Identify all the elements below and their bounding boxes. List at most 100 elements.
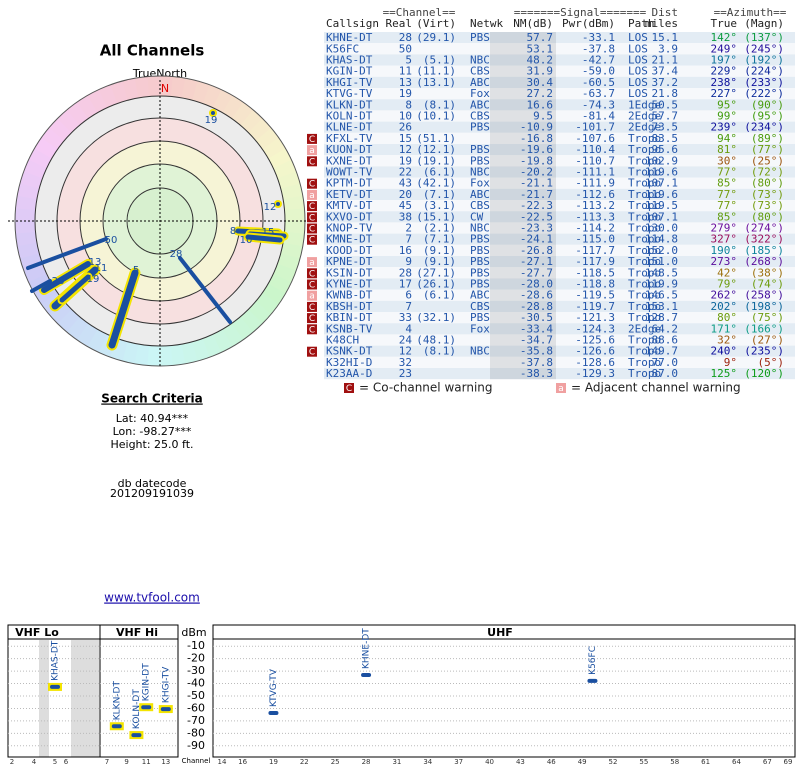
x-tick-label: 49 (578, 758, 587, 766)
spoke-label: 13 (89, 257, 102, 268)
station-label: KHNE-DT (362, 628, 372, 669)
table-cell: -22.3 (520, 199, 553, 212)
lat: Lat: 40.94*** (116, 412, 189, 425)
table-cell: PBS (470, 143, 490, 156)
table-cell: 227° (711, 87, 738, 100)
table-cell: (15.1) (416, 210, 456, 223)
table-cell: (120°) (744, 367, 784, 380)
table-cell: PBS (470, 121, 490, 134)
table-cell: LOS (628, 87, 648, 100)
table-cell: Tropo (628, 244, 661, 257)
table-cell: (9.1) (423, 244, 456, 257)
table-cell: 5 (405, 54, 412, 67)
table-cell: -37.8 (582, 42, 615, 55)
compass-ring (65, 316, 89, 340)
table-cell: 42° (717, 266, 737, 279)
table-cell: (5.1) (423, 54, 456, 67)
table-cell: -37.8 (520, 356, 553, 369)
column-header: True (711, 17, 738, 30)
table-cell: Tropo (628, 367, 661, 380)
table-cell: 239° (711, 121, 738, 134)
warning-text: a (309, 146, 315, 156)
table-cell: KXVO-DT (326, 210, 373, 223)
nm-column (490, 32, 556, 380)
table-cell: ABC (470, 76, 490, 89)
x-tick-label: 34 (423, 758, 432, 766)
compass-ring (23, 158, 48, 179)
compass-ring (262, 137, 287, 160)
table-cell: Tropo (628, 255, 661, 268)
table-cell: 102.9 (645, 154, 678, 167)
table-cell: Tropo (628, 233, 661, 246)
table-cell: 119.9 (645, 278, 678, 291)
row-bg (324, 368, 795, 380)
table-cell: NBC (470, 166, 490, 179)
table-cell: (166°) (744, 322, 784, 335)
table-cell: PBS (470, 31, 490, 44)
tvfool-link[interactable]: www.tvfool.com (104, 591, 200, 605)
warning-icon (307, 257, 317, 268)
table-cell: -24.1 (520, 233, 553, 246)
table-cell: Tropo (628, 210, 661, 223)
station-mark (141, 705, 152, 710)
table-cell: CBS (470, 199, 490, 212)
table-cell: -119.5 (575, 289, 615, 302)
table-cell: (73°) (751, 188, 784, 201)
table-cell: -81.4 (582, 110, 615, 123)
table-cell: KTVG-TV (326, 87, 373, 100)
table-cell: -110.4 (575, 143, 615, 156)
table-cell: (11.1) (416, 65, 456, 78)
table-cell: (5°) (758, 356, 785, 369)
table-cell: KXNE-DT (326, 154, 373, 167)
table-cell: 19 (399, 87, 412, 100)
spoke-label: 19 (87, 274, 100, 285)
y-tick-label: -50 (187, 689, 205, 702)
table-cell: -114.2 (575, 222, 615, 235)
table-cell: 249° (711, 42, 738, 55)
table-cell: -28.8 (520, 300, 553, 313)
table-cell: 7 (405, 233, 412, 246)
column-header: (Magn) (744, 17, 784, 30)
table-cell: KSNK-DT (326, 345, 373, 358)
table-cell: 53.1 (527, 42, 554, 55)
spoke-label: 19 (205, 115, 218, 126)
table-cell: 7 (405, 300, 412, 313)
table-cell: KYNE-DT (326, 278, 373, 291)
table-cell: KPNE-DT (326, 255, 373, 268)
station-mark (268, 711, 279, 716)
table-cell: CBS (470, 65, 490, 78)
compass-ring (277, 253, 301, 272)
row-bg (324, 188, 795, 200)
table-cell: 94° (717, 132, 737, 145)
warning-text: C (309, 303, 315, 313)
x-tick-label: 19 (269, 758, 278, 766)
band-label-bg (114, 626, 160, 638)
table-cell: (80°) (751, 210, 784, 223)
table-cell: -110.7 (575, 154, 615, 167)
spoke-label: 26 (52, 276, 65, 287)
table-cell: -125.6 (575, 334, 615, 347)
compass-ring (56, 308, 80, 333)
table-cell: 2Edge (628, 121, 661, 134)
compass-ring (160, 76, 174, 97)
table-cell: 77° (717, 188, 737, 201)
x-axis-label: Channel (182, 757, 211, 765)
x-tick-label: 46 (547, 758, 556, 766)
table-cell: -74.3 (582, 98, 615, 111)
warning-text: C (309, 180, 315, 190)
compass-ring (221, 323, 244, 348)
spoke-label: 8 (230, 226, 236, 237)
table-cell: 28 (399, 266, 412, 279)
x-tick-label: 37 (454, 758, 463, 766)
table-cell: Tropo (628, 334, 661, 347)
table-cell: -115.0 (575, 233, 615, 246)
compass-ring (240, 109, 264, 134)
warning-icon (307, 133, 317, 144)
spoke-label: 11 (95, 263, 108, 274)
table-cell: 95.6 (652, 143, 679, 156)
table-cell: CBS (470, 110, 490, 123)
table-cell: -117.7 (575, 244, 615, 257)
table-cell: KLNE-DT (326, 121, 373, 134)
table-cell: 45 (399, 199, 412, 212)
compass-ring (222, 95, 245, 120)
